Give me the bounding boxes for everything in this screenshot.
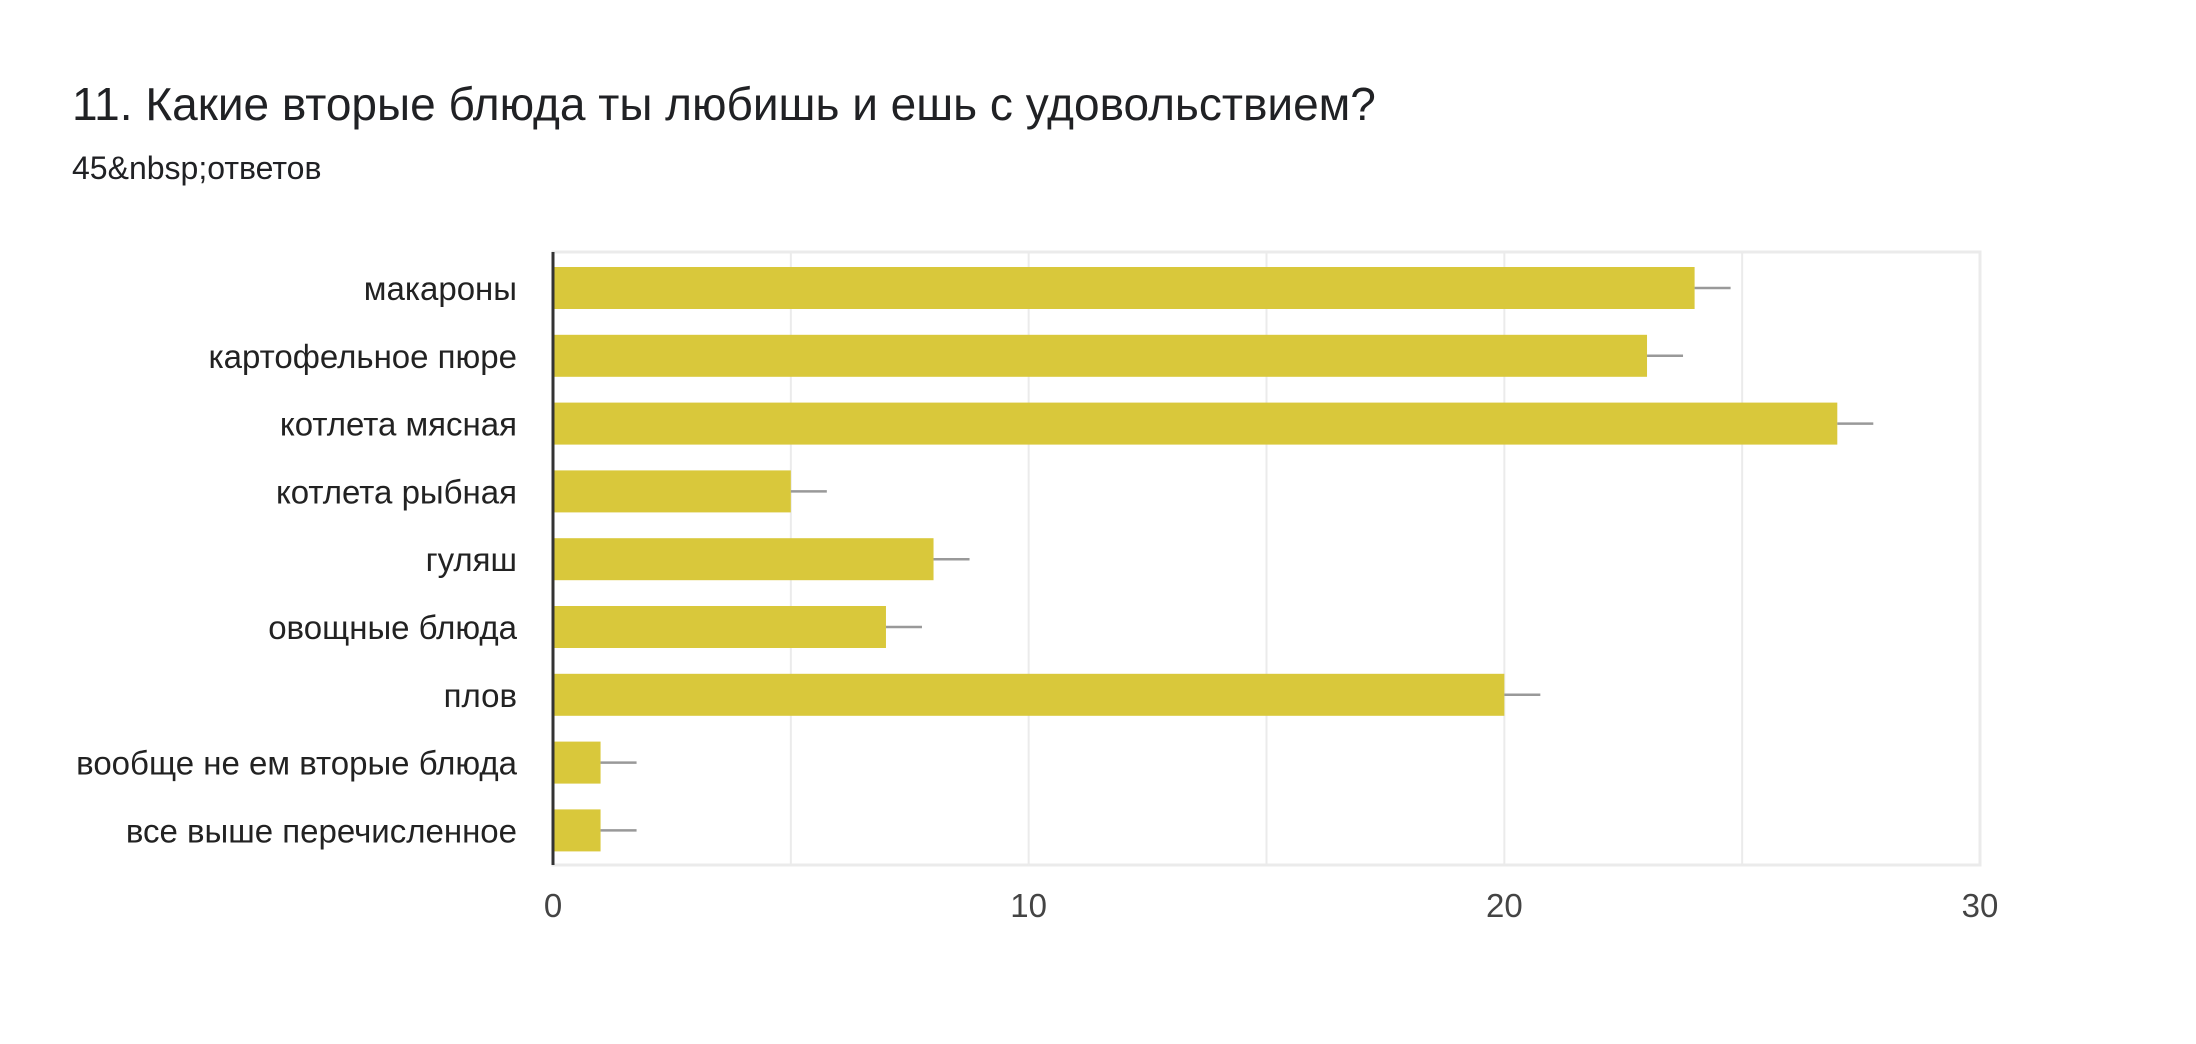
bar [553, 334, 1648, 377]
category-label: вообще не ем вторые блюда [76, 745, 517, 782]
category-label: макароны [364, 270, 517, 307]
bar [553, 741, 601, 784]
x-tick-label: 20 [1486, 887, 1523, 924]
category-label: овощные блюда [268, 609, 517, 646]
x-tick-label: 10 [1010, 887, 1047, 924]
category-label: плов [444, 677, 517, 714]
error-bars [600, 286, 1874, 832]
bar [553, 267, 1695, 309]
x-tick-label: 0 [544, 887, 562, 924]
bar [553, 538, 934, 581]
category-label: картофельное пюре [208, 338, 517, 375]
bar [553, 673, 1505, 716]
question-title: 11. Какие вторые блюда ты любишь и ешь с… [72, 78, 1376, 130]
bar [553, 809, 601, 852]
response-count: 45&nbsp;ответов [72, 150, 322, 186]
bar [553, 606, 886, 648]
x-tick-label: 30 [1962, 887, 1999, 924]
bar [553, 402, 1838, 445]
bar [553, 470, 791, 513]
category-label: котлета мясная [280, 406, 517, 443]
x-axis-ticks: 0 10 20 30 [544, 887, 1999, 924]
category-label: все выше перечисленное [126, 812, 517, 849]
category-label: котлета рыбная [276, 473, 517, 510]
bars [553, 267, 1838, 852]
category-label: гуляш [426, 541, 517, 578]
category-labels: макароны картофельное пюре котлета мясная к… [76, 270, 517, 849]
